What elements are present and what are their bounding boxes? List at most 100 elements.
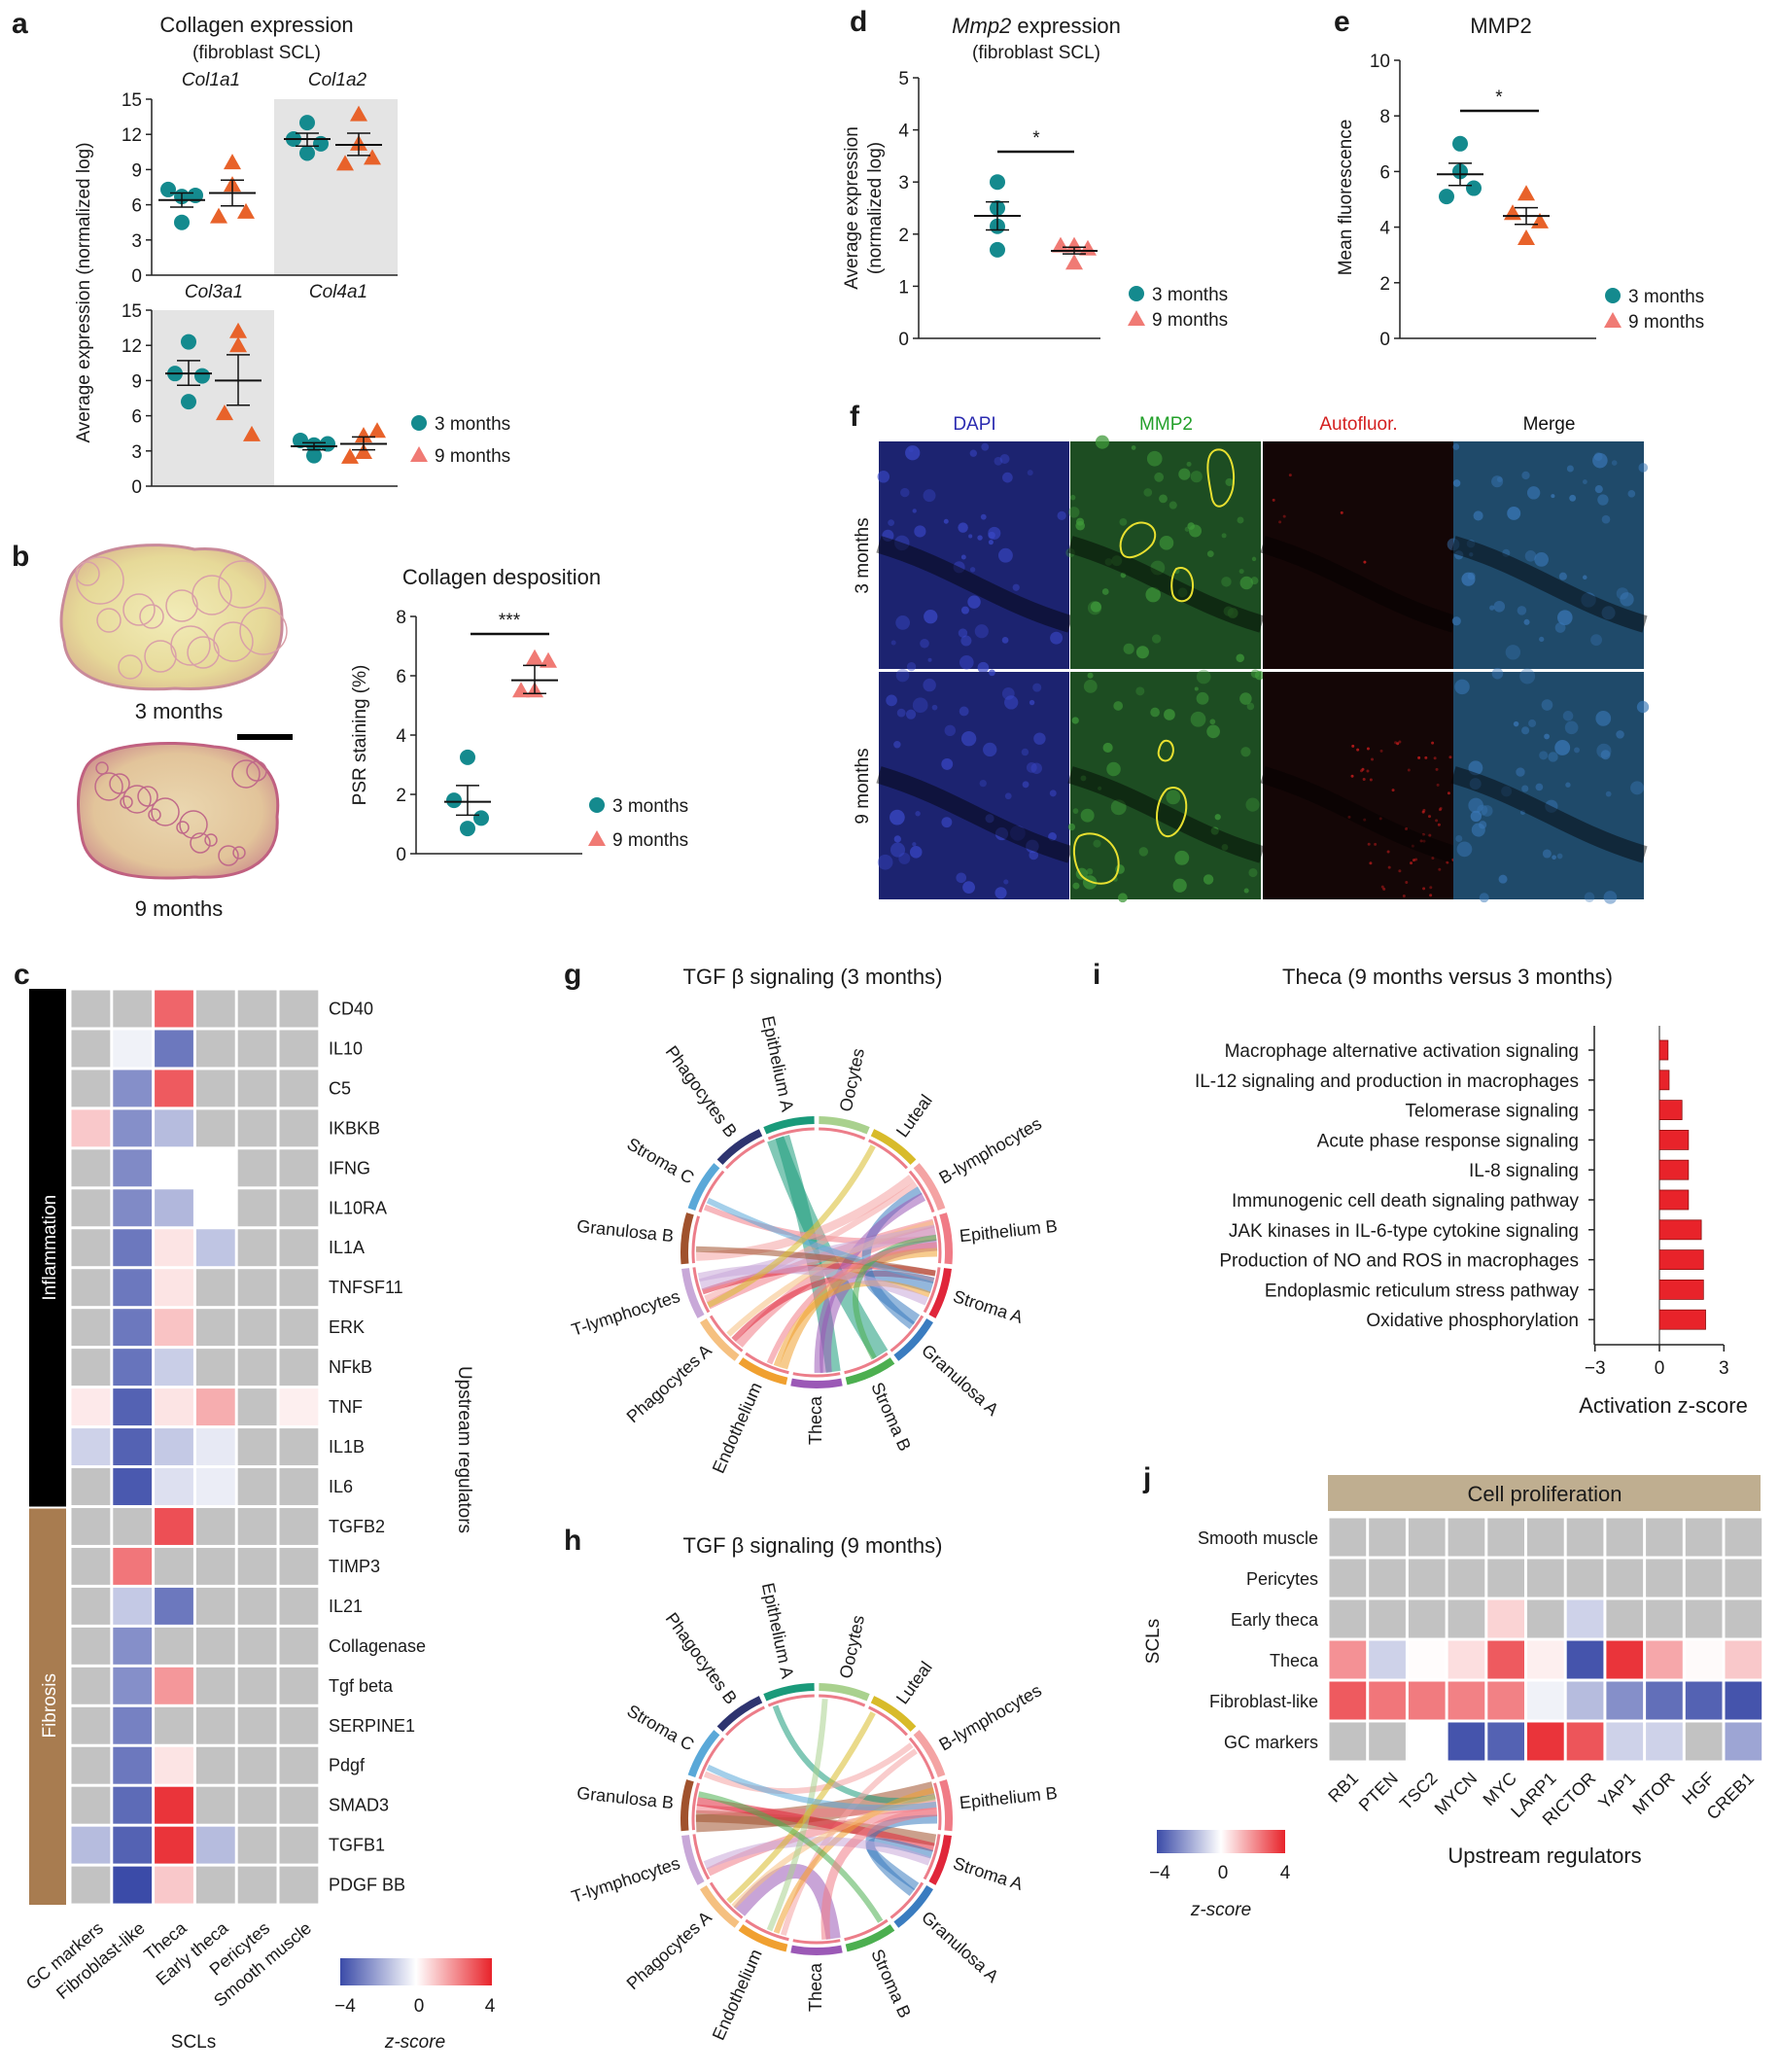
signal-speck: [1209, 719, 1216, 725]
signal-speck: [1436, 783, 1440, 787]
signal-speck: [1029, 699, 1035, 706]
tissue-follicle: [139, 604, 164, 629]
signal-speck: [1240, 747, 1251, 757]
category-label: Production of NO and ROS in macrophages: [1219, 1251, 1579, 1272]
signal-speck: [1251, 556, 1257, 562]
signal-speck: [1528, 719, 1537, 727]
heatmap-cell: [237, 1468, 277, 1505]
signal-speck: [1177, 587, 1188, 598]
heatmap-cell: [1606, 1722, 1644, 1761]
signal-speck: [1583, 575, 1587, 580]
row-label: IL10: [329, 1038, 363, 1058]
heatmap-cell: [155, 1070, 193, 1107]
signal-speck: [1138, 847, 1149, 857]
heatmap-cell: [279, 1507, 319, 1545]
heatmap-cell: [1408, 1640, 1446, 1679]
heatmap-cell: [195, 1229, 235, 1267]
y-tick-label: 6: [1379, 162, 1390, 183]
heatmap-cell: [1685, 1640, 1723, 1679]
heatmap-cell: [1408, 1518, 1446, 1557]
signal-speck: [1421, 810, 1425, 814]
heatmap-cell: [71, 1826, 111, 1864]
signal-speck: [923, 489, 936, 503]
panel-label-b: b: [12, 541, 29, 573]
heatmap-cell: [155, 1309, 193, 1347]
chord-sector: [913, 1730, 946, 1778]
signal-speck: [1616, 730, 1624, 739]
heatmap-cell: [195, 1269, 235, 1307]
chord-sector-inner-ring: [890, 1881, 924, 1919]
signal-speck: [1551, 494, 1555, 499]
chord-sector: [763, 1683, 815, 1702]
signal-speck: [1548, 752, 1558, 762]
heatmap-cell: [279, 1547, 319, 1585]
signal-speck: [1505, 645, 1521, 660]
legend-marker-9-months: [410, 446, 428, 462]
heatmap-cell: [1448, 1518, 1485, 1557]
signal-speck: [943, 518, 949, 524]
micrograph-autofluor: [1263, 672, 1453, 899]
signal-speck: [1113, 701, 1124, 711]
data-point-9-months: [512, 682, 530, 698]
sector-label: Granulosa B: [576, 1783, 675, 1812]
heatmap-cell: [279, 1309, 319, 1347]
signal-speck: [1470, 810, 1482, 823]
heatmap-cell: [1606, 1559, 1644, 1598]
legend-label-9-months: 9 months: [612, 830, 688, 851]
heatmap-cell: [1487, 1559, 1524, 1598]
signal-speck: [1493, 600, 1506, 613]
signal-speck: [1468, 797, 1483, 814]
chord-sector-inner-ring: [819, 1127, 866, 1141]
heatmap-cell: [1685, 1559, 1723, 1598]
signal-speck: [1245, 797, 1260, 812]
sector-label: Phagocytes A: [623, 1341, 715, 1427]
y-tick-label: 12: [122, 336, 142, 357]
signal-speck: [1428, 833, 1432, 837]
panel-label-f: f: [850, 401, 860, 433]
signal-speck: [1356, 748, 1360, 752]
signal-speck: [1057, 510, 1066, 520]
chart-title: Collagen expression: [159, 13, 353, 37]
tissue-image-9-months: [77, 742, 280, 880]
row-label: Theca: [1270, 1651, 1319, 1670]
tissue-edge: [1450, 536, 1648, 633]
signal-speck: [877, 854, 893, 870]
signal-speck: [886, 694, 897, 707]
heatmap-cell: [237, 1866, 277, 1904]
heatmap-cell: [113, 1309, 153, 1347]
heatmap-cell: [71, 1667, 111, 1704]
y-tick-label: 0: [1379, 330, 1390, 350]
chord-sector: [893, 1884, 934, 1928]
chord-sector-inner-ring: [890, 1315, 924, 1352]
signal-speck: [1437, 823, 1441, 826]
heatmap-cell: [155, 1149, 193, 1187]
chord-sector: [681, 1268, 705, 1318]
signal-speck: [1033, 732, 1046, 745]
row-label: IL10RA: [329, 1198, 387, 1217]
signal-speck: [890, 809, 905, 825]
heatmap-cell: [1725, 1559, 1762, 1598]
signal-speck: [1150, 707, 1160, 718]
heatmap-cell: [113, 1388, 153, 1426]
heatmap-cell: [1369, 1559, 1406, 1598]
signal-speck: [1174, 850, 1190, 865]
y-axis-label: PSR staining (%): [350, 665, 370, 806]
chord-sector: [699, 1884, 740, 1928]
panel-g-chord-3-months: TGF β signaling (3 months) Epithelium A O…: [569, 965, 1058, 1476]
legend-label-3-months: 3 months: [1628, 287, 1704, 307]
legend-marker-3-months: [1129, 286, 1144, 301]
signal-speck: [1288, 474, 1292, 477]
signal-speck: [1524, 550, 1537, 562]
signal-speck: [890, 842, 906, 858]
image-caption-9-months: 9 months: [135, 896, 224, 921]
sector-label: Phagocytes B: [662, 1042, 741, 1141]
heatmap-cell: [71, 1269, 111, 1307]
heatmap-cell: [155, 1428, 193, 1466]
signal-speck: [1075, 517, 1085, 526]
panel-label-i: i: [1093, 959, 1100, 991]
signal-speck: [900, 487, 910, 498]
significance-marker: *: [1495, 88, 1503, 108]
heatmap-cell: [1408, 1599, 1446, 1638]
tissue-follicle: [120, 795, 133, 809]
legend-label-9-months: 9 months: [1152, 310, 1228, 331]
